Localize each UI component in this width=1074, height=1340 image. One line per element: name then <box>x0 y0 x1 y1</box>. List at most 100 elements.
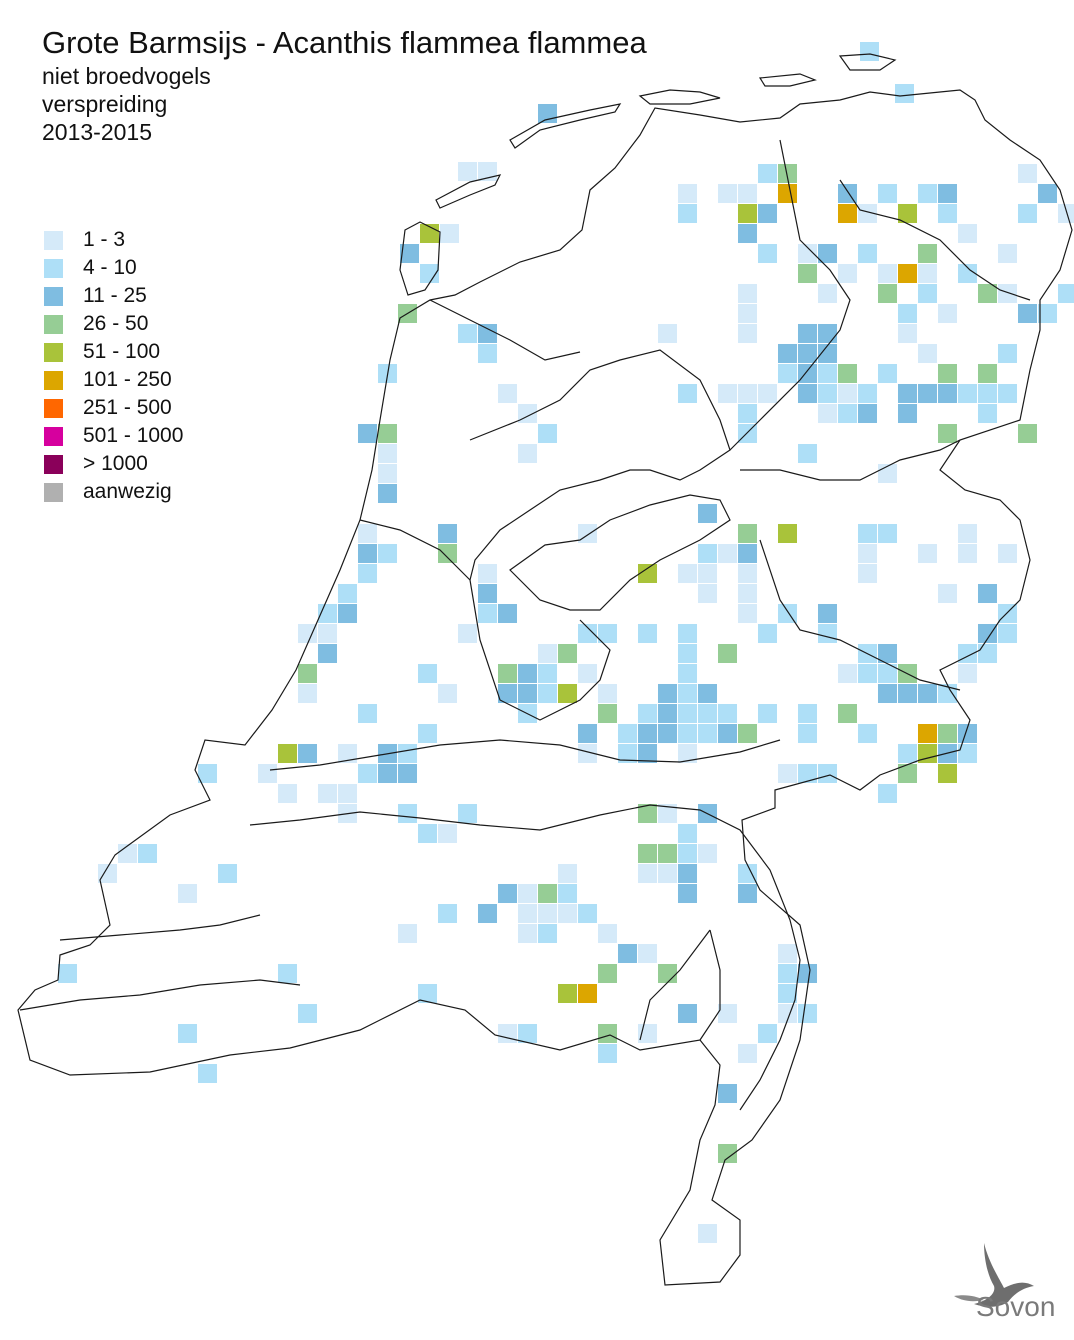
grid-cell <box>818 604 837 623</box>
grid-cell <box>278 784 297 803</box>
legend-swatch <box>44 314 63 334</box>
afsluitdijk <box>429 299 581 361</box>
grid-cell <box>298 744 317 763</box>
grid-cell <box>798 1004 817 1023</box>
grid-cell <box>478 904 497 923</box>
province-border-north <box>729 139 851 451</box>
grid-cell <box>218 864 237 883</box>
grid-cell <box>898 404 917 423</box>
grid-cell <box>778 184 797 203</box>
grid-cell <box>938 724 957 743</box>
grid-cell <box>298 684 317 703</box>
grid-cell <box>958 224 977 243</box>
grid-cell <box>698 584 717 603</box>
grid-cell <box>518 684 537 703</box>
grid-cell <box>558 684 577 703</box>
grid-cell <box>718 1004 737 1023</box>
grid-cell <box>918 724 937 743</box>
grid-cell <box>998 384 1017 403</box>
province-border-limburg <box>639 929 711 1041</box>
grid-cell <box>718 724 737 743</box>
grid-cell <box>818 324 837 343</box>
estuary-westerschelde <box>19 979 301 1011</box>
island-schiermonnikoog <box>758 73 817 87</box>
grid-cell <box>798 964 817 983</box>
grid-cell <box>378 764 397 783</box>
grid-cell <box>778 984 797 1003</box>
grid-cell <box>438 684 457 703</box>
legend-label: 11 - 25 <box>83 284 147 307</box>
grid-cell <box>798 764 817 783</box>
grid-cell <box>738 304 757 323</box>
grid-cell <box>378 544 397 563</box>
map-subtitle-category: niet broedvogels <box>42 63 211 89</box>
grid-cell <box>838 704 857 723</box>
grid-cell <box>658 844 677 863</box>
grid-cell <box>958 724 977 743</box>
grid-cell <box>518 1024 537 1043</box>
grid-cell <box>918 744 937 763</box>
grid-cell <box>978 284 997 303</box>
legend-item: > 1000 <box>44 450 183 478</box>
grid-cell <box>718 644 737 663</box>
grid-cell <box>738 1044 757 1063</box>
grid-cell <box>918 264 937 283</box>
grid-cell <box>538 424 557 443</box>
grid-cell <box>698 1224 717 1243</box>
grid-cell <box>638 564 657 583</box>
grid-cell <box>938 584 957 603</box>
grid-cell <box>738 584 757 603</box>
grid-cell <box>678 864 697 883</box>
legend-swatch <box>44 454 63 474</box>
grid-cell <box>898 204 917 223</box>
grid-cell <box>398 744 417 763</box>
grid-cell <box>878 644 897 663</box>
grid-cell <box>678 824 697 843</box>
grid-cell <box>938 764 957 783</box>
grid-cell <box>1018 304 1037 323</box>
grid-cell <box>678 204 697 223</box>
grid-cell <box>538 104 557 123</box>
grid-cell <box>518 664 537 683</box>
grid-cell <box>860 42 879 61</box>
grid-cell <box>918 544 937 563</box>
grid-cell <box>658 324 677 343</box>
grid-cell <box>420 264 439 283</box>
grid-cell <box>298 664 317 683</box>
grid-cell <box>198 764 217 783</box>
grid-cell <box>858 724 877 743</box>
grid-cell <box>895 84 914 103</box>
legend-label: 51 - 100 <box>83 340 161 363</box>
grid-cell <box>658 964 677 983</box>
grid-cell <box>718 1084 737 1103</box>
grid-cell <box>798 704 817 723</box>
grid-cell <box>358 524 377 543</box>
grid-cell <box>538 904 557 923</box>
grid-cell <box>918 684 937 703</box>
grid-cell <box>798 324 817 343</box>
grid-cell <box>838 264 857 283</box>
grid-cell <box>738 404 757 423</box>
grid-cell <box>898 324 917 343</box>
grid-cell <box>738 604 757 623</box>
grid-cell <box>518 924 537 943</box>
grid-cell <box>818 624 837 643</box>
grid-cell <box>838 364 857 383</box>
grid-cell <box>718 704 737 723</box>
province-border-groningen-drenthe <box>839 179 1031 301</box>
grid-cell <box>858 384 877 403</box>
grid-cell <box>918 244 937 263</box>
grid-cell <box>598 924 617 943</box>
grid-cell <box>598 704 617 723</box>
grid-cell <box>678 744 697 763</box>
grid-cell <box>978 624 997 643</box>
grid-cell <box>318 624 337 643</box>
grid-cell <box>938 184 957 203</box>
grid-cell <box>1038 304 1057 323</box>
observation-grid <box>58 42 1074 1243</box>
grid-cell <box>478 344 497 363</box>
grid-cell <box>778 964 797 983</box>
grid-cell <box>498 684 517 703</box>
grid-cell <box>758 384 777 403</box>
